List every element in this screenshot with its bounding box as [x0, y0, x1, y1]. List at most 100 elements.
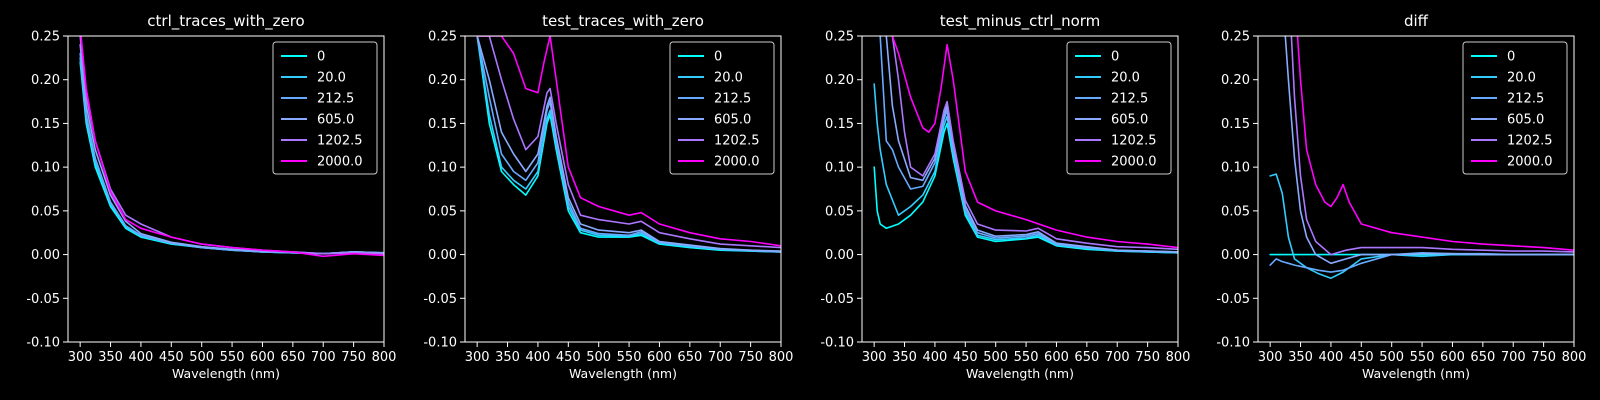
chart-title: diff: [1404, 12, 1429, 30]
x-tick-label: 650: [1470, 350, 1495, 365]
y-tick-label: 0.20: [1221, 73, 1250, 88]
y-tick-label: 0.25: [1221, 30, 1250, 45]
y-tick-label: -0.05: [26, 292, 60, 307]
legend-label: 20.0: [1111, 71, 1140, 86]
x-tick-label: 600: [1044, 350, 1069, 365]
y-tick-label: 0.20: [31, 73, 60, 88]
x-tick-label: 350: [98, 350, 123, 365]
x-tick-label: 350: [892, 350, 917, 365]
x-tick-label: 350: [1288, 350, 1313, 365]
legend-label: 0: [1111, 50, 1119, 65]
y-tick-label: 0.20: [825, 73, 854, 88]
y-tick-label: 0.10: [31, 161, 60, 176]
x-tick-label: 800: [1166, 350, 1191, 365]
y-tick-label: -0.05: [1216, 292, 1250, 307]
y-tick-label: 0.15: [428, 117, 457, 132]
legend-label: 1202.5: [1111, 134, 1157, 149]
y-tick-label: 0.05: [31, 204, 60, 219]
y-tick-label: 0.25: [428, 30, 457, 45]
y-tick-label: 0.00: [31, 248, 60, 263]
y-tick-label: 0.10: [1221, 161, 1250, 176]
x-tick-label: 650: [677, 350, 702, 365]
x-tick-label: 800: [1562, 350, 1587, 365]
x-axis-label: Wavelength (nm): [966, 366, 1074, 381]
legend-label: 1202.5: [317, 134, 363, 149]
legend-label: 605.0: [1507, 113, 1544, 128]
legend-label: 212.5: [1111, 92, 1148, 107]
y-tick-label: 0.15: [825, 117, 854, 132]
y-tick-label: 0.05: [1221, 204, 1250, 219]
series-line-20.0: [1270, 174, 1574, 278]
x-axis-label: Wavelength (nm): [1362, 366, 1470, 381]
x-tick-label: 300: [1258, 350, 1283, 365]
x-tick-label: 750: [1135, 350, 1160, 365]
x-tick-label: 700: [708, 350, 733, 365]
x-tick-label: 450: [1349, 350, 1374, 365]
legend-label: 2000.0: [317, 155, 363, 170]
x-tick-label: 550: [220, 350, 245, 365]
x-tick-label: 450: [953, 350, 978, 365]
x-tick-label: 450: [159, 350, 184, 365]
chart-title: test_minus_ctrl_norm: [940, 12, 1101, 31]
x-tick-label: 700: [311, 350, 336, 365]
x-tick-label: 400: [526, 350, 551, 365]
y-tick-label: 0.25: [825, 30, 854, 45]
legend-label: 212.5: [714, 92, 751, 107]
y-tick-label: 0.05: [428, 204, 457, 219]
legend-label: 2000.0: [714, 155, 760, 170]
x-tick-label: 450: [556, 350, 581, 365]
x-tick-label: 300: [465, 350, 490, 365]
x-tick-label: 500: [586, 350, 611, 365]
legend-label: 20.0: [317, 71, 346, 86]
y-tick-label: -0.05: [820, 292, 854, 307]
legend-label: 212.5: [1507, 92, 1544, 107]
legend: 0 20.0 212.5 605.0 1202.5 2000.0: [1463, 42, 1567, 174]
legend-label: 20.0: [714, 71, 743, 86]
x-axis-label: Wavelength (nm): [172, 366, 280, 381]
legend-label: 605.0: [1111, 113, 1148, 128]
y-tick-label: 0.00: [825, 248, 854, 263]
x-tick-label: 400: [923, 350, 948, 365]
legend-label: 0: [1507, 50, 1515, 65]
y-tick-label: 0.15: [1221, 117, 1250, 132]
legend-label: 2000.0: [1507, 155, 1553, 170]
x-tick-label: 400: [129, 350, 154, 365]
chart-title: ctrl_traces_with_zero: [147, 12, 304, 31]
y-tick-label: 0.10: [825, 161, 854, 176]
x-tick-label: 500: [983, 350, 1008, 365]
chart-panel: ctrl_traces_with_zero 300 350 400 450 500 550 6…: [26, 12, 396, 381]
y-tick-label: 0.20: [428, 73, 457, 88]
x-tick-label: 300: [862, 350, 887, 365]
y-tick-label: 0.00: [428, 248, 457, 263]
x-tick-label: 550: [1014, 350, 1039, 365]
x-tick-label: 550: [1410, 350, 1435, 365]
x-tick-label: 750: [738, 350, 763, 365]
x-tick-label: 550: [617, 350, 642, 365]
x-axis-label: Wavelength (nm): [569, 366, 677, 381]
x-tick-label: 750: [1531, 350, 1556, 365]
x-tick-label: 500: [1379, 350, 1404, 365]
legend: 0 20.0 212.5 605.0 1202.5 2000.0: [273, 42, 377, 174]
chart-panel: diff 300 350 400 450 500 550 600 650 700 750 800 -0.…: [1216, 12, 1586, 381]
x-tick-label: 800: [372, 350, 397, 365]
legend-label: 605.0: [714, 113, 751, 128]
y-tick-label: 0.00: [1221, 248, 1250, 263]
x-tick-label: 600: [250, 350, 275, 365]
legend-label: 212.5: [317, 92, 354, 107]
x-tick-label: 350: [495, 350, 520, 365]
y-tick-label: 0.05: [825, 204, 854, 219]
x-tick-label: 600: [647, 350, 672, 365]
x-tick-label: 800: [769, 350, 794, 365]
legend: 0 20.0 212.5 605.0 1202.5 2000.0: [670, 42, 774, 174]
y-tick-label: 0.25: [31, 30, 60, 45]
y-tick-label: -0.10: [1216, 336, 1250, 351]
legend-label: 605.0: [317, 113, 354, 128]
legend-label: 1202.5: [1507, 134, 1553, 149]
x-tick-label: 750: [341, 350, 366, 365]
y-tick-label: 0.15: [31, 117, 60, 132]
y-tick-label: -0.10: [26, 336, 60, 351]
x-tick-label: 700: [1105, 350, 1130, 365]
x-tick-label: 650: [1074, 350, 1099, 365]
chart-title: test_traces_with_zero: [542, 12, 704, 31]
